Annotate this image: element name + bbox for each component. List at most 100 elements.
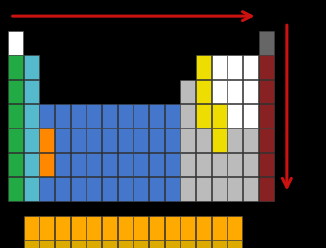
Bar [39, 216, 54, 240]
Bar [71, 104, 86, 128]
Bar [165, 128, 180, 152]
Bar [180, 216, 195, 240]
Bar [102, 240, 117, 248]
Bar [102, 216, 117, 240]
Bar [86, 177, 101, 201]
Bar [227, 80, 242, 103]
Bar [259, 153, 274, 176]
Bar [196, 153, 211, 176]
Bar [102, 153, 117, 176]
Bar [243, 128, 258, 152]
Bar [39, 240, 54, 248]
Bar [118, 153, 133, 176]
Bar [8, 177, 23, 201]
Bar [212, 177, 227, 201]
Bar [8, 104, 23, 128]
Bar [259, 128, 274, 152]
Bar [212, 80, 227, 103]
Bar [196, 128, 211, 152]
Bar [227, 216, 242, 240]
Bar [86, 104, 101, 128]
Bar [259, 177, 274, 201]
Bar [212, 104, 227, 128]
Bar [227, 153, 242, 176]
Bar [24, 128, 39, 152]
Bar [24, 216, 39, 240]
Bar [212, 240, 227, 248]
Bar [196, 177, 211, 201]
Bar [118, 128, 133, 152]
Bar [180, 177, 195, 201]
Bar [165, 177, 180, 201]
Bar [55, 240, 70, 248]
Bar [55, 128, 70, 152]
Bar [180, 240, 195, 248]
Bar [196, 80, 211, 103]
Bar [180, 104, 195, 128]
Bar [8, 55, 23, 79]
Bar [243, 55, 258, 79]
Bar [133, 104, 148, 128]
Bar [71, 240, 86, 248]
Bar [133, 128, 148, 152]
Bar [180, 153, 195, 176]
Bar [86, 153, 101, 176]
Bar [24, 55, 39, 79]
Bar [39, 177, 54, 201]
Bar [243, 177, 258, 201]
Bar [86, 216, 101, 240]
Bar [227, 128, 242, 152]
Bar [149, 216, 164, 240]
Bar [212, 153, 227, 176]
Bar [55, 177, 70, 201]
Bar [149, 153, 164, 176]
Bar [39, 128, 54, 152]
Bar [118, 240, 133, 248]
Bar [149, 104, 164, 128]
Bar [259, 80, 274, 103]
Bar [118, 216, 133, 240]
Bar [196, 216, 211, 240]
Bar [8, 153, 23, 176]
Bar [133, 216, 148, 240]
Bar [259, 104, 274, 128]
Bar [196, 240, 211, 248]
Bar [71, 177, 86, 201]
Bar [180, 80, 195, 103]
Bar [102, 128, 117, 152]
Bar [24, 153, 39, 176]
Bar [227, 55, 242, 79]
Bar [259, 55, 274, 79]
Bar [102, 177, 117, 201]
Bar [86, 128, 101, 152]
Bar [118, 104, 133, 128]
Bar [8, 128, 23, 152]
Bar [102, 104, 117, 128]
Bar [71, 153, 86, 176]
Bar [243, 80, 258, 103]
Bar [24, 104, 39, 128]
Bar [149, 240, 164, 248]
Bar [212, 55, 227, 79]
Bar [8, 31, 23, 55]
Bar [55, 104, 70, 128]
Bar [243, 153, 258, 176]
Bar [39, 153, 54, 176]
Bar [8, 80, 23, 103]
Bar [243, 104, 258, 128]
Bar [39, 104, 54, 128]
Bar [133, 153, 148, 176]
Bar [71, 128, 86, 152]
Bar [149, 177, 164, 201]
Bar [227, 104, 242, 128]
Bar [118, 177, 133, 201]
Bar [227, 177, 242, 201]
Bar [180, 128, 195, 152]
Bar [165, 240, 180, 248]
Bar [55, 216, 70, 240]
Bar [133, 240, 148, 248]
Bar [165, 216, 180, 240]
Bar [71, 216, 86, 240]
Bar [165, 104, 180, 128]
Bar [196, 55, 211, 79]
